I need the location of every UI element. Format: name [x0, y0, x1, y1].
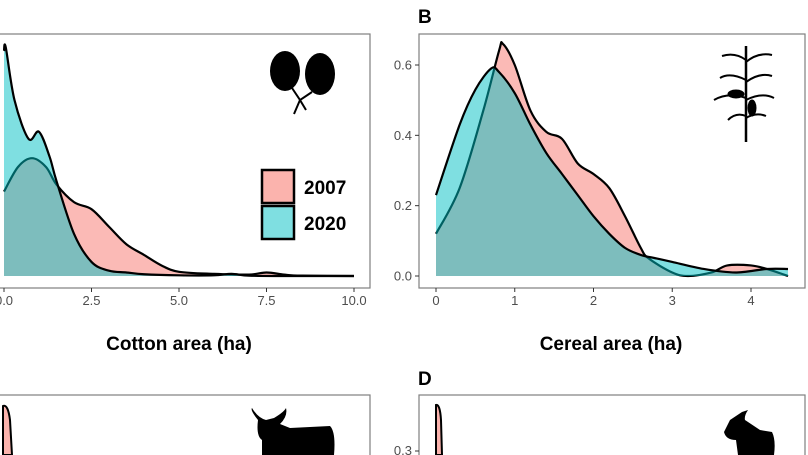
x-tick-label: 2.5: [82, 293, 100, 308]
goat-icon: [724, 410, 775, 455]
x-tick-label: 10.0: [341, 293, 366, 308]
y-tick-label: 0.6: [394, 58, 412, 73]
x-tick-label: 5.0: [170, 293, 188, 308]
density-area-2020: [4, 44, 354, 277]
x-tick-label: 0.0: [0, 293, 13, 308]
density-area-2020: [436, 67, 789, 276]
density-line-2020: [434, 66, 789, 274]
panel-b-x-label: Cereal area (ha): [540, 334, 683, 355]
panel-b-series: [434, 41, 789, 278]
panel-d: D 0.3: [394, 369, 806, 455]
density-area-2007: [4, 158, 354, 276]
panel-b-x-ticks: 0 1 2 3 4: [432, 288, 755, 308]
panel-b: B 0 1 2 3 4 0.0 0.2 0.4 0.6 Cereal area (ha): [394, 7, 806, 355]
y-tick-label: 0.4: [394, 128, 412, 143]
x-tick-label: 3: [669, 293, 676, 308]
panel-a-series: [2, 43, 355, 278]
maize-icon: [713, 46, 775, 142]
y-tick-label: 0.2: [394, 198, 412, 213]
panel-d-density-2007: [435, 403, 444, 455]
cattle-icon: [251, 408, 335, 455]
density-line-2020: [2, 43, 355, 278]
x-tick-label: 4: [747, 293, 754, 308]
panel-d-y-tick-label: 0.3: [394, 443, 412, 455]
legend-label-2007: 2007: [304, 178, 346, 199]
x-tick-label: 0: [432, 293, 439, 308]
legend: 2007 2020: [260, 168, 346, 241]
panel-c: [0, 394, 371, 455]
panel-a-x-ticks: 0.0 2.5 5.0 7.5 10.0: [0, 288, 367, 308]
panel-c-density-2007: [1, 404, 14, 455]
panel-b-y-ticks: 0.0 0.2 0.4 0.6: [394, 58, 419, 284]
legend-swatch-2007: [260, 168, 296, 205]
panel-a-x-label: Cotton area (ha): [106, 334, 252, 355]
x-tick-label: 2: [590, 293, 597, 308]
cotton-icon: [270, 51, 335, 115]
legend-label-2020: 2020: [304, 214, 346, 235]
x-tick-label: 7.5: [257, 293, 275, 308]
density-line-2007: [435, 41, 789, 278]
y-tick-label: 0.0: [394, 269, 412, 284]
panel-a: 0.0 2.5 5.0 7.5 10.0 Cotton area (ha) 2007 2…: [0, 33, 371, 355]
legend-swatch-2020: [260, 204, 296, 241]
panel-b-label: B: [418, 7, 432, 28]
panel-d-label: D: [418, 369, 432, 390]
x-tick-label: 1: [511, 293, 518, 308]
